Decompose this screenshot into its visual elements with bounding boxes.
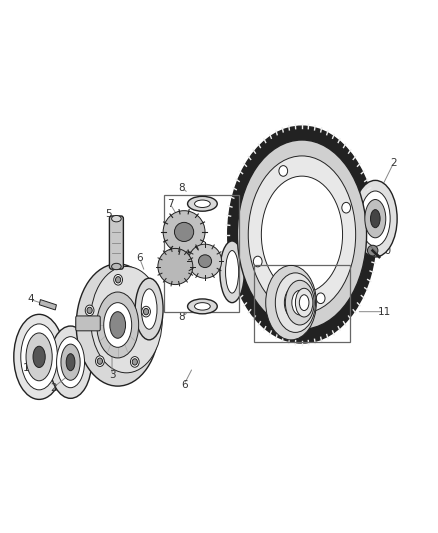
Ellipse shape <box>228 126 376 343</box>
Text: 2: 2 <box>390 158 397 168</box>
Text: 8: 8 <box>179 312 185 322</box>
Text: 6: 6 <box>286 329 292 339</box>
Ellipse shape <box>295 288 313 317</box>
Text: 11: 11 <box>378 306 391 317</box>
Ellipse shape <box>135 278 163 340</box>
Ellipse shape <box>365 199 386 238</box>
Ellipse shape <box>198 255 212 268</box>
Circle shape <box>342 203 350 213</box>
Ellipse shape <box>237 140 367 329</box>
Ellipse shape <box>292 290 308 315</box>
Ellipse shape <box>141 289 157 329</box>
Ellipse shape <box>14 314 64 399</box>
Text: 9: 9 <box>277 158 283 168</box>
Ellipse shape <box>194 303 210 310</box>
Ellipse shape <box>226 251 239 293</box>
Ellipse shape <box>61 344 80 380</box>
Text: 4: 4 <box>27 294 34 304</box>
Ellipse shape <box>248 156 356 313</box>
Ellipse shape <box>286 280 314 325</box>
Text: 3: 3 <box>109 370 115 381</box>
Ellipse shape <box>284 286 307 319</box>
Ellipse shape <box>187 196 217 211</box>
Ellipse shape <box>66 354 75 370</box>
Ellipse shape <box>158 248 193 285</box>
Polygon shape <box>39 300 57 310</box>
Ellipse shape <box>266 265 316 340</box>
Ellipse shape <box>104 303 132 348</box>
Bar <box>254 265 350 342</box>
Ellipse shape <box>163 211 205 253</box>
Ellipse shape <box>371 209 380 228</box>
Ellipse shape <box>367 245 378 256</box>
Ellipse shape <box>174 222 194 241</box>
Ellipse shape <box>110 312 126 338</box>
Ellipse shape <box>187 299 217 314</box>
Ellipse shape <box>112 215 121 222</box>
Circle shape <box>87 307 92 313</box>
Circle shape <box>114 274 123 285</box>
Ellipse shape <box>194 200 210 207</box>
Circle shape <box>144 309 148 315</box>
Ellipse shape <box>261 176 343 293</box>
Circle shape <box>131 357 139 367</box>
Text: 8: 8 <box>179 183 185 193</box>
Text: 6: 6 <box>136 253 143 263</box>
Ellipse shape <box>33 346 45 368</box>
Ellipse shape <box>277 282 305 323</box>
Text: 10: 10 <box>378 246 392 255</box>
Ellipse shape <box>188 244 222 278</box>
FancyBboxPatch shape <box>110 216 124 269</box>
Circle shape <box>142 306 150 317</box>
Ellipse shape <box>26 333 52 381</box>
Text: 6: 6 <box>181 379 187 390</box>
Ellipse shape <box>299 295 309 311</box>
Ellipse shape <box>21 324 57 390</box>
Text: 1: 1 <box>23 362 29 373</box>
Ellipse shape <box>112 263 121 270</box>
Circle shape <box>279 166 288 176</box>
Ellipse shape <box>97 292 139 358</box>
Ellipse shape <box>220 241 244 303</box>
Circle shape <box>253 256 262 267</box>
Circle shape <box>132 359 138 365</box>
Circle shape <box>85 305 94 316</box>
Ellipse shape <box>276 273 315 333</box>
FancyBboxPatch shape <box>76 316 100 331</box>
Ellipse shape <box>353 180 397 257</box>
Bar <box>164 195 239 312</box>
Circle shape <box>316 293 325 304</box>
Circle shape <box>95 356 104 367</box>
Ellipse shape <box>76 264 159 386</box>
Ellipse shape <box>360 191 390 246</box>
Circle shape <box>116 277 121 283</box>
Text: 2: 2 <box>50 383 57 393</box>
Text: 7: 7 <box>167 199 173 209</box>
Ellipse shape <box>49 326 92 398</box>
Circle shape <box>97 358 102 365</box>
Ellipse shape <box>91 266 162 373</box>
Text: 5: 5 <box>106 209 112 220</box>
Ellipse shape <box>57 337 85 387</box>
